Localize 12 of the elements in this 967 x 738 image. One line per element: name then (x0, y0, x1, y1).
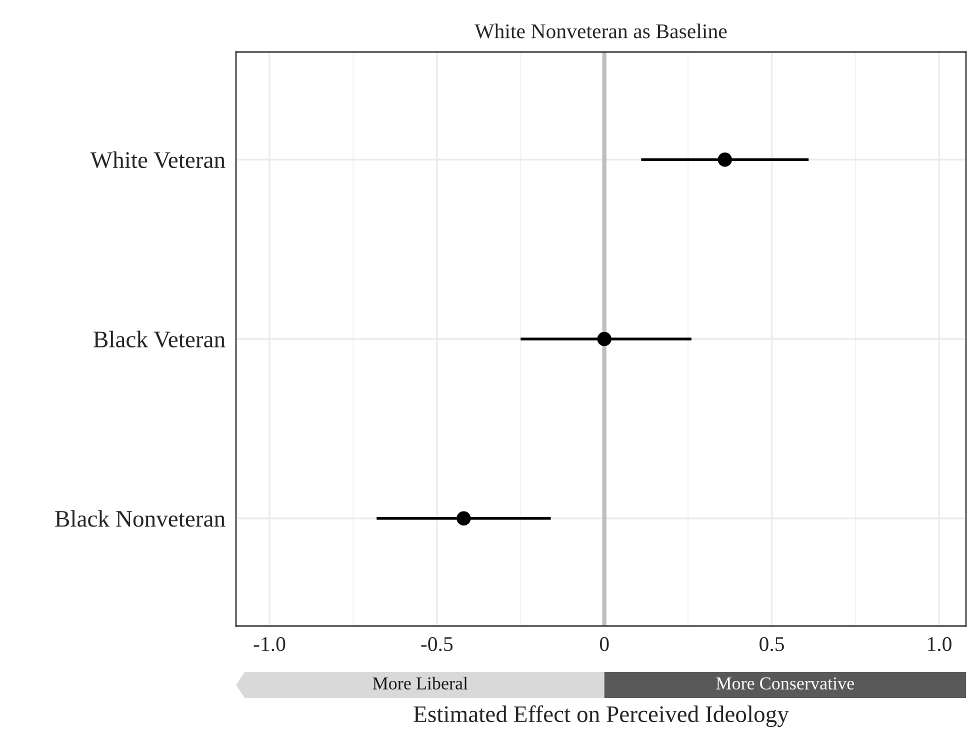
x-tick-label: 1.0 (928, 637, 952, 652)
x-tick-label: -0.5 (421, 637, 453, 652)
y-tick-label: White Veteran (90, 151, 226, 168)
text: More Liberal (372, 676, 468, 690)
y-tick-label: Black Nonveteran (55, 510, 226, 527)
y-tick-label: Black Veteran (94, 330, 226, 348)
x-tick-label: 0 (600, 637, 609, 652)
x-axis-title: Estimated Effect on Perceived Ideology (414, 705, 789, 728)
text: More Conservative (716, 677, 854, 690)
x-tick-label: 0.5 (760, 637, 784, 652)
chart-title: White Nonveteran as Baseline (474, 24, 727, 38)
x-tick-label: -1.0 (254, 637, 286, 652)
